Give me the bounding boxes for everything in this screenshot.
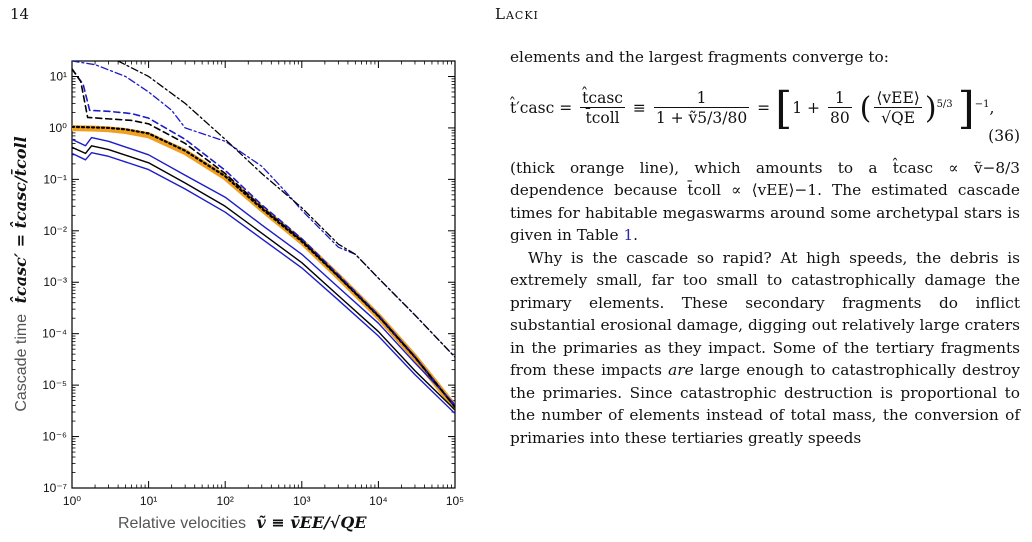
series-line-black-dashed	[72, 68, 455, 409]
x-axis-label-math: ṽ ≡ v̄EE/√QE	[257, 513, 368, 532]
paragraph-2-text-a: Why is the cascade so rapid? At high spe…	[510, 248, 1020, 380]
series-line-orange-thick	[72, 125, 455, 411]
eq-lhs: t̂′casc =	[510, 98, 573, 117]
y-tick-label: 10⁰	[49, 121, 67, 135]
eq-right-paren: )	[924, 90, 937, 126]
eq-outer-power: −1	[974, 98, 990, 110]
series-layer	[72, 61, 455, 415]
eq-left-bracket: [	[775, 82, 793, 134]
paragraph-2: Why is the cascade so rapid? At high spe…	[510, 247, 1020, 450]
lead-sentence: elements and the largest fragments conve…	[510, 48, 889, 66]
series-line-black-dashdot	[117, 61, 455, 358]
x-tick-label: 10¹	[140, 494, 157, 508]
series-line-black-solid	[72, 145, 455, 411]
eq-trailing-comma: ,	[989, 98, 995, 117]
y-axis-label: Cascade time t̂casc′ = t̂casc/t̄coll	[10, 136, 30, 411]
running-head: Lacki	[495, 5, 539, 23]
eq-inner-power: 5/3	[936, 98, 953, 110]
axis-ticks	[71, 60, 456, 489]
plot-frame	[71, 60, 456, 489]
paragraph-1-text: (thick orange line), which amounts to a …	[510, 158, 1020, 245]
y-tick-label: 10¹	[50, 69, 67, 83]
x-axis-label-text: Relative velocities	[118, 515, 246, 532]
y-tick-label: 10⁻⁶	[42, 430, 67, 444]
series-line-blue-solid-lower	[72, 151, 455, 415]
cascade-time-chart: 10⁰ 10¹ 10² 10³ 10⁴ 10⁵ 10⁻⁷ 10⁻⁶ 10⁻⁵ 10⁻⁴ 10⁻³ 10…	[10, 60, 464, 532]
x-tick-label: 10³	[293, 494, 310, 508]
y-tick-label: 10⁻²	[43, 224, 67, 238]
y-tick-label: 10⁻³	[43, 275, 67, 289]
y-axis-label-math: t̂casc′ = t̂casc/t̄coll	[10, 136, 30, 303]
y-tick-label: 10⁻¹	[43, 172, 67, 186]
eq-right-bracket: ]	[957, 82, 975, 134]
series-line-blue-dashdot	[72, 61, 455, 358]
y-tick-label: 10⁻⁵	[42, 378, 67, 392]
page-number: 14	[10, 5, 30, 23]
eq-frac-3: 1 80	[827, 89, 852, 127]
text-column: elements and the largest fragments conve…	[510, 46, 1020, 449]
paragraph-1: (thick orange line), which amounts to a …	[510, 157, 1020, 247]
eq-equiv: ≡	[632, 98, 646, 117]
eq-frac-1: t̂casc t̄coll	[580, 89, 625, 127]
axis-tick-labels: 10⁰ 10¹ 10² 10³ 10⁴ 10⁵ 10⁻⁷ 10⁻⁶ 10⁻⁵ 10⁻⁴ 10⁻³ 10…	[42, 69, 464, 508]
eq-frac-4: ⟨vEE⟩ √QE	[874, 89, 922, 127]
page-header: 14 Lacki	[0, 0, 1032, 26]
eq-bracket-inner: 1 +	[792, 98, 821, 117]
series-line-blue-solid-upper	[72, 136, 455, 406]
table-reference-link[interactable]: 1	[623, 226, 634, 244]
eq-left-paren: (	[859, 90, 872, 126]
x-tick-label: 10⁴	[369, 494, 388, 508]
eq-equals: =	[757, 98, 771, 117]
paragraph-1-end: .	[633, 226, 639, 244]
x-tick-label: 10²	[217, 494, 234, 508]
paragraph-2-emphasis: are	[668, 361, 694, 379]
x-axis-label: Relative velocities ṽ ≡ v̄EE/√QE	[118, 513, 367, 532]
cascade-time-figure: 10⁰ 10¹ 10² 10³ 10⁴ 10⁵ 10⁻⁷ 10⁻⁶ 10⁻⁵ 10⁻⁴ 10⁻³ 10…	[0, 30, 490, 542]
paragraph-2-text-b: large enough to catastrophically destroy…	[510, 361, 1021, 447]
y-tick-label: 10⁻⁴	[42, 327, 67, 341]
x-tick-label: 10⁵	[446, 494, 464, 508]
y-axis-label-text: Cascade time	[13, 314, 30, 412]
y-tick-label: 10⁻⁷	[43, 481, 67, 495]
equation-number: (36)	[988, 126, 1020, 145]
x-tick-label: 10⁰	[63, 494, 81, 508]
